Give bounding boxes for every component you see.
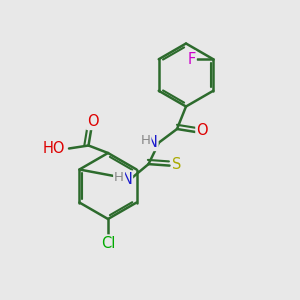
Text: HO: HO: [43, 141, 65, 156]
Text: N: N: [147, 135, 158, 150]
Text: O: O: [196, 123, 208, 138]
Text: H: H: [114, 171, 124, 184]
Text: Cl: Cl: [101, 236, 115, 250]
Text: S: S: [172, 157, 182, 172]
Text: H: H: [141, 134, 150, 147]
Text: O: O: [87, 114, 99, 129]
Text: N: N: [121, 172, 132, 187]
Text: F: F: [187, 52, 196, 67]
